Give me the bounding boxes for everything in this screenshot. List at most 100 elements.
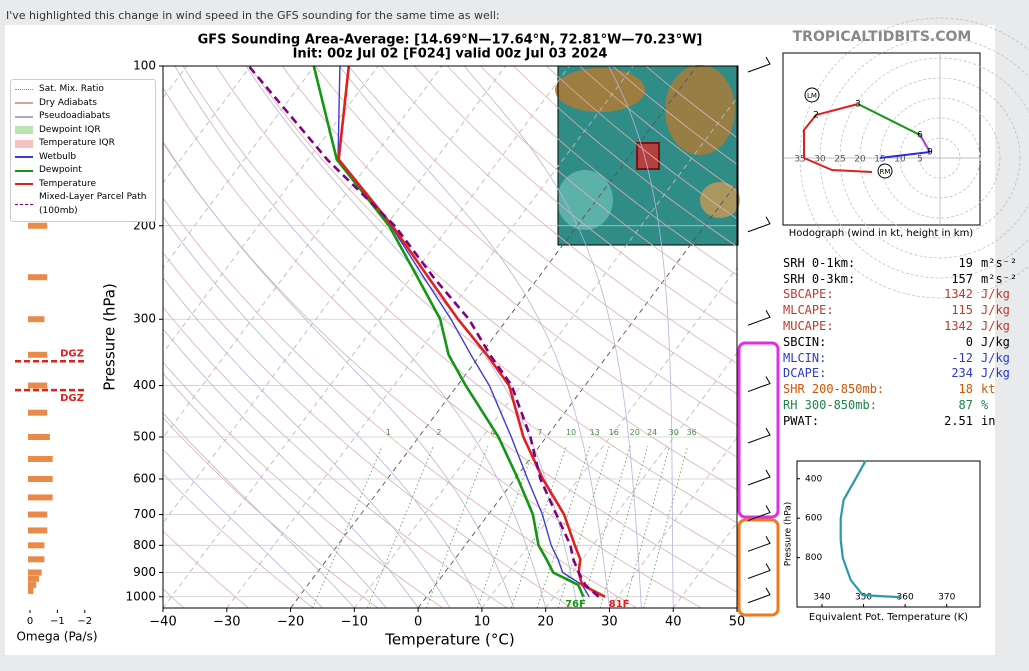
hodo-line bbox=[803, 103, 873, 173]
index-label: DCAPE: bbox=[783, 366, 827, 381]
mixing-ratio-line bbox=[599, 445, 649, 608]
mixing-ratio-line bbox=[536, 445, 591, 608]
index-label: SRH 0-1km: bbox=[783, 255, 856, 270]
legend-item: Dewpoint IQR bbox=[15, 124, 151, 138]
mixing-ratio-line bbox=[312, 445, 383, 608]
pseudoadiabat bbox=[608, 66, 674, 608]
hodo-height-label: 6 bbox=[917, 131, 923, 141]
wind-barb bbox=[747, 216, 771, 233]
hodo-ring-label: 15 bbox=[874, 155, 885, 165]
mixing-ratio-line bbox=[425, 445, 489, 608]
index-label: MLCAPE: bbox=[783, 303, 834, 318]
omega-bar bbox=[28, 274, 48, 281]
mixing-ratio-label: 36 bbox=[687, 428, 697, 437]
y-tick-label: 1000 bbox=[125, 589, 156, 603]
legend-label: Dewpoint bbox=[39, 165, 82, 175]
x-tick-label: −10 bbox=[341, 615, 368, 630]
hodo-ring bbox=[919, 137, 961, 179]
index-unit: J/kg bbox=[981, 366, 1010, 381]
legend-swatch bbox=[15, 183, 33, 186]
legend-item: Sat. Mix. Ratio bbox=[15, 83, 151, 97]
dry-adiabat bbox=[447, 66, 737, 305]
isotherm bbox=[163, 66, 507, 524]
map-dry bbox=[700, 182, 740, 218]
mixing-ratio-line bbox=[510, 445, 567, 608]
chart-title: GFS Sounding Area-Average: [14.69°N—17.6… bbox=[198, 33, 703, 48]
hodo-ring-label: 25 bbox=[834, 155, 845, 165]
pseudoadiabat bbox=[163, 412, 355, 608]
legend-swatch bbox=[15, 169, 33, 172]
profile-line bbox=[247, 66, 600, 598]
mixing-ratio-label: 30 bbox=[669, 428, 679, 437]
hodo-height-label: 2 bbox=[813, 111, 819, 121]
index-unit: % bbox=[981, 398, 989, 413]
dry-adiabat bbox=[182, 66, 737, 558]
isotherm bbox=[545, 352, 737, 608]
dgz-label: DGZ bbox=[60, 348, 84, 359]
highlight-box bbox=[737, 341, 780, 519]
wind-barb bbox=[747, 505, 771, 522]
pseudoadiabat bbox=[463, 66, 642, 608]
hodo-ring bbox=[879, 97, 1001, 219]
index-value: 115 bbox=[951, 303, 973, 318]
y-tick-label: 600 bbox=[805, 514, 822, 524]
legend-swatch bbox=[15, 89, 33, 91]
index-row: SRH 0-1km: 19 m²s⁻² bbox=[783, 255, 1017, 271]
legend-label: Mixed-Layer Parcel Path (100mb) bbox=[39, 192, 147, 216]
mixing-ratio-label: 7 bbox=[537, 428, 542, 437]
indices: SRH 0-1km: 19 m²s⁻² SRH 0-3km: 157 m²s⁻² SBCAP… bbox=[783, 255, 1017, 429]
x-tick-label: 10 bbox=[474, 615, 491, 630]
wind-barb bbox=[747, 309, 771, 326]
x-axis-label: Equivalent Pot. Temperature (K) bbox=[809, 612, 968, 623]
omega-bar bbox=[28, 494, 53, 501]
pseudoadiabat bbox=[163, 372, 387, 608]
mixing-ratio-label: 16 bbox=[609, 428, 619, 437]
omega-bar bbox=[28, 581, 37, 588]
hodo-ring-label: 30 bbox=[814, 155, 826, 165]
index-row: MLCIN: -12 J/kg bbox=[783, 350, 1017, 366]
pseudoadiabat bbox=[339, 66, 610, 608]
watermark: TROPICALTIDBITS.COM bbox=[793, 29, 972, 45]
index-unit: J/kg bbox=[981, 303, 1010, 318]
legend-label: Sat. Mix. Ratio bbox=[39, 84, 104, 94]
dry-adiabat bbox=[163, 197, 637, 608]
index-value: 1342 bbox=[944, 287, 973, 302]
y-tick-label: 400 bbox=[133, 378, 156, 392]
omega-bar bbox=[28, 527, 48, 534]
omega-bar bbox=[28, 433, 50, 440]
y-axis-label: Pressure (hPa) bbox=[101, 283, 119, 391]
x-tick-label: 20 bbox=[537, 615, 554, 630]
omega-bar bbox=[28, 587, 34, 594]
storm-motion-label: RM bbox=[880, 168, 891, 176]
legend-label: Wetbulb bbox=[39, 151, 77, 162]
hodo-line bbox=[857, 103, 921, 136]
y-tick-label: 800 bbox=[133, 538, 156, 552]
index-unit: J/kg bbox=[981, 287, 1010, 302]
thetae-line bbox=[839, 460, 901, 599]
hodo-ring-label: 35 bbox=[794, 155, 805, 165]
index-row: DCAPE: 234 J/kg bbox=[783, 366, 1017, 382]
hodo-line bbox=[919, 134, 931, 153]
index-label: SRH 0-3km: bbox=[783, 271, 856, 286]
index-label: PWAT: bbox=[783, 413, 820, 428]
pseudoadiabat bbox=[174, 66, 547, 608]
legend-item: Wetbulb bbox=[15, 151, 151, 165]
storm-motion-label: LM bbox=[807, 92, 817, 100]
y-tick-label: 900 bbox=[133, 565, 156, 579]
isotherm bbox=[417, 182, 737, 608]
index-row: MUCAPE: 1342 J/kg bbox=[783, 318, 1017, 334]
dry-adiabat bbox=[163, 251, 573, 608]
legend: Sat. Mix. Ratio Dry Adiabats Pseudoadiabat… bbox=[10, 79, 156, 222]
omega-bar bbox=[28, 556, 45, 563]
index-label: MUCAPE: bbox=[783, 319, 834, 334]
index-value: 19 bbox=[958, 255, 973, 270]
mixing-ratio-label: 10 bbox=[566, 428, 576, 437]
plot-frame bbox=[162, 65, 738, 609]
dry-adiabat bbox=[314, 66, 737, 426]
index-value: -12 bbox=[951, 350, 973, 365]
index-row: RH 300-850mb: 87% bbox=[783, 397, 1017, 413]
pseudoadiabat bbox=[163, 215, 483, 608]
mixing-ratio-label: 1 bbox=[386, 428, 391, 437]
hodo-caption: Hodograph (wind in kt, height in km) bbox=[789, 228, 974, 239]
